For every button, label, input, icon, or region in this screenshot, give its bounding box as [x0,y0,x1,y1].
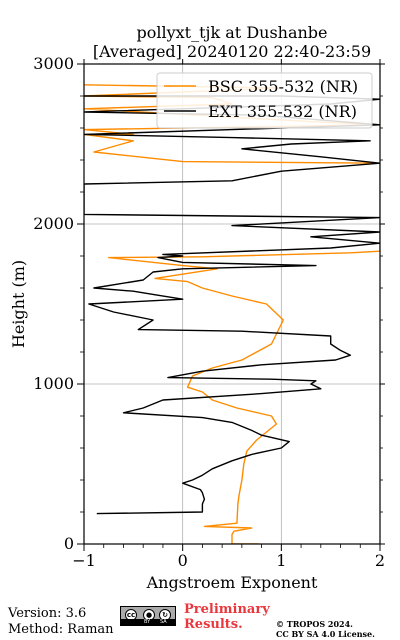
badge-tag-sa: SA [160,619,167,625]
series-layer [84,84,380,544]
x-tick-label: 0 [178,551,188,570]
badge-strip: BY SA [121,619,175,625]
preliminary-results-text: Preliminary Results. [184,602,270,632]
series-line-bsc [84,84,380,544]
preliminary-line-1: Preliminary [184,602,270,617]
legend-box [156,72,373,129]
chart-subtitle: [Averaged] 20240120 22:40-23:59 [93,42,371,61]
method-text: Method: Raman [8,622,114,637]
series-line-ext [84,95,380,515]
x-tick-label: 1 [276,551,286,570]
copyright-line-2: CC BY SA 4.0 License. [276,629,375,639]
copyright-line-1: © TROPOS 2024. [276,619,353,629]
x-tick-label: 2 [375,551,385,570]
x-axis-label: Angstroem Exponent [146,573,318,592]
x-tick-label: −1 [72,551,96,570]
version-text: Version: 3.6 [8,606,87,621]
y-axis-label: Height (m) [9,260,28,348]
legend-label-ext: EXT 355-532 (NR) [208,102,357,121]
chart-title: pollyxt_tjk at Dushanbe [136,23,327,42]
preliminary-line-2: Results. [184,617,243,632]
chart: pollyxt_tjk at Dushanbe [Averaged] 20240… [9,23,385,592]
y-tick-label: 2000 [33,214,74,233]
y-tick-label: 1000 [33,374,74,393]
badge-tag-by: BY [144,619,151,625]
copyright-text: © TROPOS 2024. CC BY SA 4.0 License. [276,619,375,639]
legend-label-bsc: BSC 355-532 (NR) [208,77,358,96]
y-tick-label: 3000 [33,54,74,73]
plot-frame [83,63,381,545]
legend: BSC 355-532 (NR) EXT 355-532 (NR) [156,72,373,129]
cc-license-badge[interactable]: cc ● ↻ BY SA [120,606,176,626]
y-tick-label: 0 [64,534,74,553]
